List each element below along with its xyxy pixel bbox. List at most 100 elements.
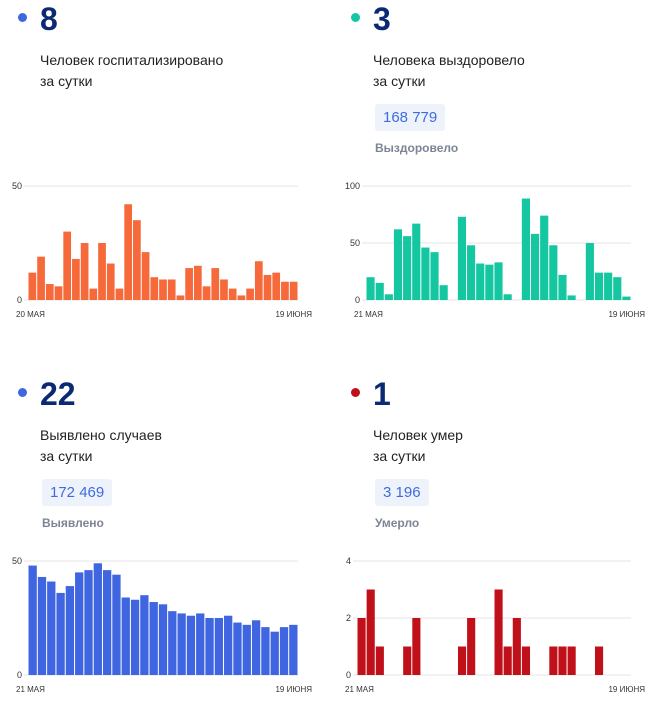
recov-bar: [503, 294, 512, 300]
hosp-bar: [133, 220, 141, 300]
cases-bar: [121, 597, 130, 675]
recov-end-date-label: 19 ИЮНЯ: [608, 310, 645, 319]
recov-dot-icon: [351, 13, 360, 22]
cases-total-label: Выявлено: [42, 516, 104, 530]
cases-chart: 50 0 21 МАЯ 19 ИЮНЯ: [12, 556, 312, 694]
cases-start-date-label: 21 МАЯ: [16, 685, 45, 694]
hosp-bar: [54, 286, 63, 300]
hosp-bar: [193, 265, 202, 300]
cases-bar: [224, 615, 233, 675]
hosp-bar: [63, 231, 72, 300]
recov-desc-line1: Человека выздоровело: [373, 52, 525, 68]
deaths-bar: [558, 646, 567, 675]
hosp-bar: [72, 258, 80, 300]
cases-bar: [242, 624, 251, 675]
deaths-bar: [503, 646, 512, 675]
cases-bar: [130, 599, 140, 675]
hosp-bar: [228, 288, 237, 300]
hosp-bar: [263, 274, 272, 300]
cases-bar: [186, 615, 196, 675]
cases-description: Выявлено случаев за сутки: [40, 425, 300, 467]
cases-bar: [251, 620, 261, 675]
cases-bar: [196, 613, 205, 675]
hosp-bar: [45, 284, 54, 300]
cases-bar: [28, 565, 37, 675]
hosp-chart: 50 0 20 МАЯ 19 ИЮНЯ: [12, 181, 312, 319]
recov-description: Человека выздоровело за сутки: [373, 50, 633, 92]
recov-bar: [476, 263, 485, 300]
hosp-bar: [272, 272, 281, 300]
hosp-bar: [37, 256, 45, 300]
hosp-end-date-label: 19 ИЮНЯ: [275, 310, 312, 319]
cases-bar: [279, 627, 289, 675]
deaths-start-date-label: 21 МАЯ: [345, 685, 374, 694]
recov-bar: [622, 296, 631, 300]
cases-bar: [270, 631, 279, 675]
hosp-bar: [106, 263, 115, 300]
hosp-value: 8: [40, 1, 58, 37]
panel-deaths: 1 Человек умер за сутки 3 196 Умерло 4 2 0…: [333, 375, 653, 725]
hosp-start-date-label: 20 МАЯ: [16, 310, 45, 319]
recov-bar: [366, 277, 375, 300]
hosp-bar: [98, 243, 106, 300]
cases-bar: [214, 618, 224, 675]
hosp-bar: [124, 204, 133, 300]
cases-bar: [102, 570, 112, 675]
deaths-chart: 4 2 0 21 МАЯ 19 ИЮНЯ: [345, 556, 645, 694]
deaths-y-tick-label: 4: [346, 556, 351, 566]
deaths-total-label: Умерло: [375, 516, 420, 530]
hosp-bar: [246, 288, 254, 300]
recov-bar: [430, 252, 439, 300]
deaths-total: 3 196: [375, 479, 429, 506]
cases-bar: [84, 570, 93, 675]
recov-y-tick-label: 0: [355, 295, 360, 305]
panel-recovered: 3 Человека выздоровело за сутки 168 779 …: [333, 0, 653, 350]
deaths-desc-line2: за сутки: [373, 448, 426, 464]
cases-bar: [205, 618, 214, 675]
recov-bar: [457, 216, 467, 300]
cases-bar: [261, 627, 270, 675]
hosp-bar: [220, 279, 228, 300]
hosp-bar: [211, 268, 220, 300]
cases-bar: [56, 592, 65, 675]
recov-bar: [594, 272, 604, 300]
recov-bar: [567, 295, 576, 300]
recov-total: 168 779: [375, 104, 446, 131]
hosp-desc-line1: Человек госпитализировано: [40, 52, 224, 68]
hosp-bar: [28, 272, 37, 300]
hosp-bar: [159, 279, 167, 300]
deaths-bar: [357, 618, 366, 675]
recov-chart: 100 50 0 21 МАЯ 19 ИЮНЯ: [345, 181, 645, 319]
hosp-desc-line2: за сутки: [40, 73, 93, 89]
hosp-bar: [289, 281, 298, 300]
recov-total-label: Выздоровело: [375, 141, 459, 155]
recov-y-tick-label: 100: [345, 181, 360, 191]
recov-bar: [540, 215, 549, 300]
cases-bar: [149, 602, 158, 675]
cases-bar: [75, 572, 84, 675]
recov-bar: [604, 272, 613, 300]
deaths-y-tick-label: 2: [346, 613, 351, 623]
cases-bar: [47, 581, 56, 675]
deaths-desc-line1: Человек умер: [373, 427, 463, 443]
cases-desc-line2: за сутки: [40, 448, 93, 464]
recov-bar: [585, 243, 594, 300]
deaths-bar: [512, 618, 521, 675]
hosp-bar: [167, 279, 176, 300]
cases-dot-icon: [18, 388, 27, 397]
hosp-bar: [254, 261, 263, 300]
cases-bar: [177, 613, 186, 675]
hosp-bar: [237, 295, 246, 300]
recov-value: 3: [373, 1, 391, 37]
hosp-bar: [115, 288, 124, 300]
deaths-dot-icon: [351, 388, 360, 397]
recov-y-tick-label: 50: [350, 238, 360, 248]
recov-bar: [384, 294, 393, 300]
deaths-end-date-label: 19 ИЮНЯ: [608, 685, 645, 694]
recov-bar: [530, 233, 540, 300]
cases-bar: [112, 574, 121, 675]
cases-desc-line1: Выявлено случаев: [40, 427, 162, 443]
cases-bar: [37, 576, 47, 675]
cases-y-tick-label: 0: [17, 670, 22, 680]
hosp-dot-icon: [18, 13, 27, 22]
